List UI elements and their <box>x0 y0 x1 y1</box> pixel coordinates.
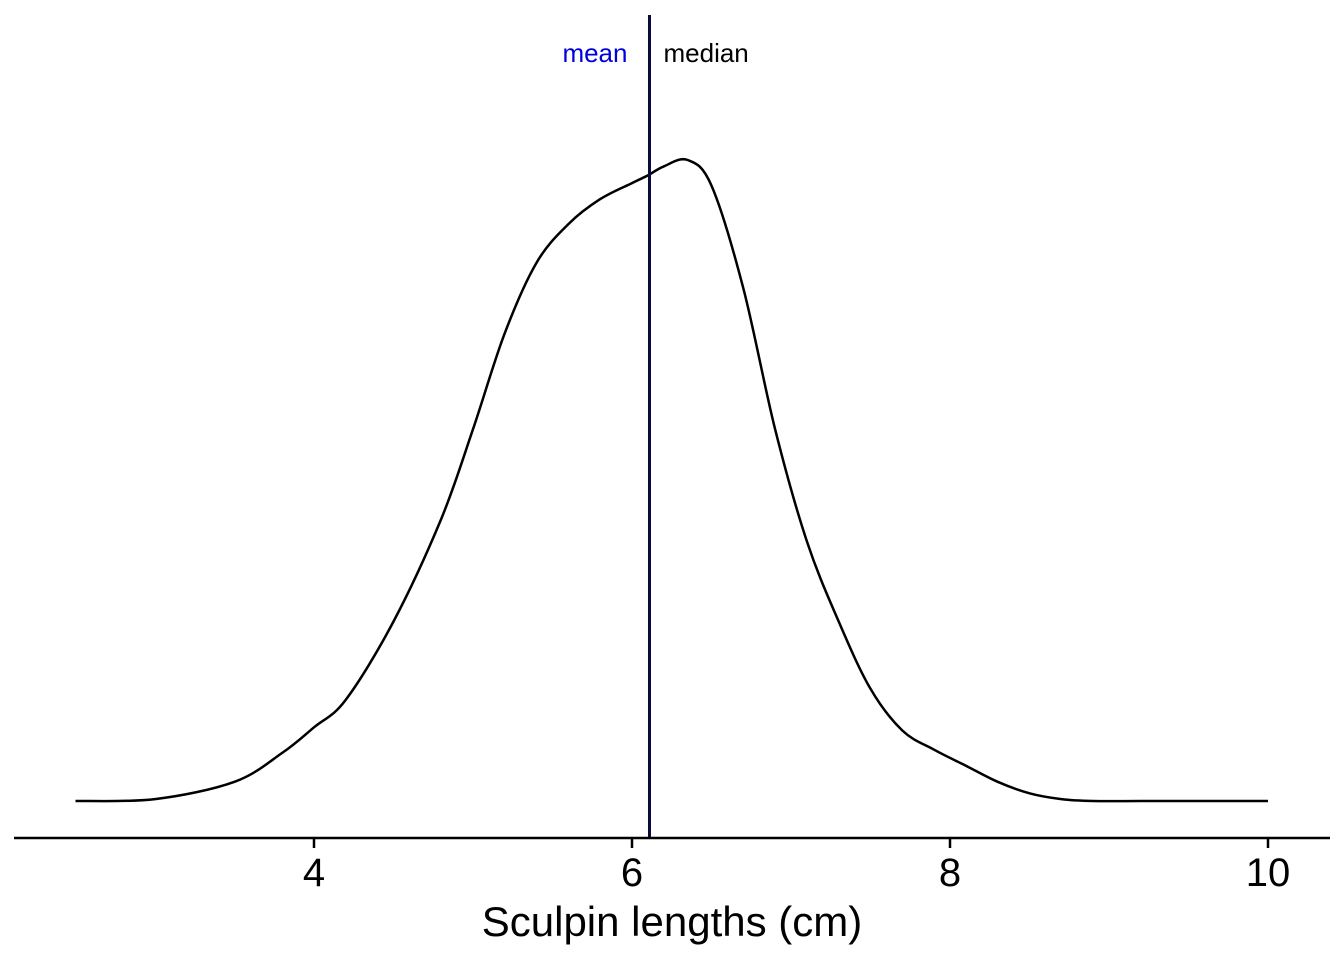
x-tick-label-4: 4 <box>303 851 325 895</box>
x-tick-label-8: 8 <box>939 851 961 895</box>
x-tick-label-6: 6 <box>621 851 643 895</box>
x-axis-ticks: 4 6 8 10 <box>303 838 1290 895</box>
mean-label: mean <box>562 38 627 68</box>
x-tick-label-10: 10 <box>1246 851 1291 895</box>
median-label: median <box>663 38 748 68</box>
x-axis-title: Sculpin lengths (cm) <box>482 898 862 945</box>
plot-area: mean median <box>75 15 1268 838</box>
density-curve <box>75 157 1268 803</box>
